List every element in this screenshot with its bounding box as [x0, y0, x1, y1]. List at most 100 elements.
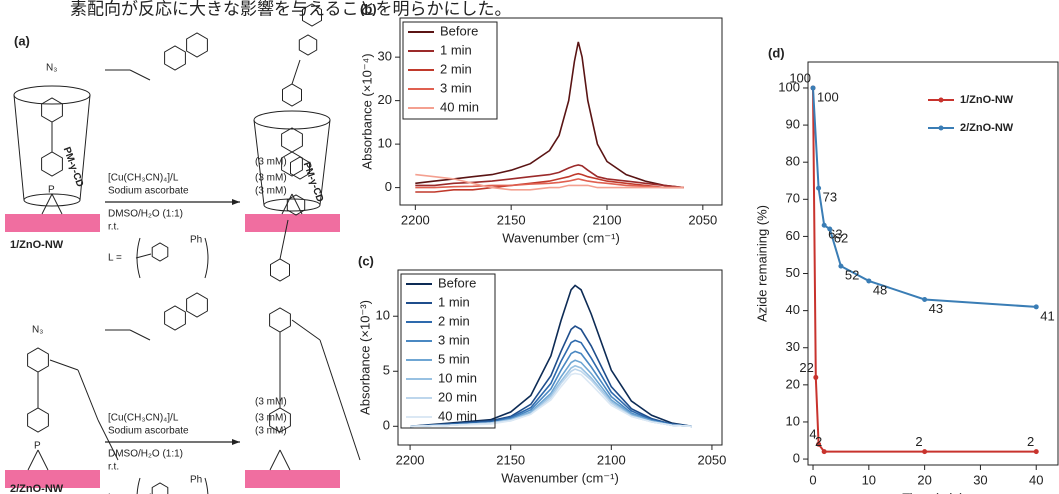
y-tick-label: 20 — [378, 92, 392, 107]
ring — [27, 407, 49, 433]
y-tick-label: 0 — [383, 418, 390, 433]
y-tick-label: 10 — [786, 413, 800, 428]
atom: N₃ — [46, 63, 57, 74]
y-tick-label: 20 — [786, 376, 800, 391]
condition-conc: (3 mM) — [255, 186, 287, 197]
y-axis-label: Absorbance (×10⁻³) — [357, 300, 372, 415]
condition-conc: (3 mM) — [255, 426, 287, 437]
y-tick-label: 30 — [378, 49, 392, 64]
ring — [27, 347, 49, 373]
legend-label: 3 min — [440, 80, 472, 95]
cyclodextrin-rim — [263, 198, 321, 212]
marker — [821, 222, 827, 228]
y-axis-label: Absorbance (×10⁻⁴) — [359, 53, 374, 169]
condition: Sodium ascorbate — [108, 186, 189, 197]
legend-marker — [938, 125, 944, 131]
data-label: 52 — [845, 268, 859, 283]
plot-frame — [807, 61, 1059, 466]
y-tick-label: 50 — [786, 265, 800, 280]
y-tick-label: 60 — [786, 228, 800, 243]
x-tick-label: 40 — [1029, 472, 1043, 487]
data-label: 73 — [823, 190, 837, 205]
atom: P — [48, 185, 55, 196]
ring — [41, 151, 63, 177]
ring — [164, 305, 186, 331]
cd-label: PM-γ-CD — [301, 161, 326, 204]
marker — [827, 226, 833, 232]
series-line — [415, 172, 684, 193]
series-line — [410, 372, 692, 428]
marker — [816, 441, 822, 447]
panel-label: (c) — [358, 253, 374, 268]
condition: [Cu(CH₃CN)₄]/L — [108, 413, 179, 424]
arrow-head — [232, 439, 240, 445]
y-tick-label: 40 — [786, 302, 800, 317]
reagent-conc: (3 mM) — [255, 397, 287, 408]
data-label: 62 — [834, 230, 848, 245]
series-line — [410, 339, 692, 428]
x-tick-label: 10 — [862, 472, 876, 487]
x-axis-label: Wavenumber (cm⁻¹) — [502, 230, 620, 245]
x-tick-label: 20 — [917, 472, 931, 487]
x-tick-label: 2050 — [697, 452, 726, 467]
bond — [77, 369, 99, 421]
legend-label: 10 min — [438, 370, 477, 385]
data-label: 100 — [789, 70, 811, 85]
surface — [5, 214, 100, 232]
bond — [51, 193, 63, 215]
series-line — [812, 87, 1037, 308]
series-line — [410, 284, 692, 428]
x-tick-label: 2100 — [593, 212, 622, 227]
series-line — [415, 178, 684, 189]
ring — [286, 194, 306, 216]
marker — [1033, 449, 1039, 455]
bracket — [136, 237, 209, 279]
legend-marker — [938, 97, 944, 103]
reagent-conc: (3 mM) — [255, 157, 287, 168]
surface — [245, 214, 340, 232]
ring — [151, 242, 169, 262]
marker — [1033, 304, 1039, 310]
y-tick-label: 5 — [383, 363, 390, 378]
atom: N₃ — [32, 325, 43, 336]
substrate-label: 1/ZnO-NW — [10, 239, 64, 251]
data-label: 2 — [1027, 434, 1034, 449]
y-tick-label: 100 — [778, 79, 800, 94]
surface — [5, 470, 100, 488]
data-label: 63 — [828, 227, 842, 242]
y-tick-label: 10 — [378, 136, 392, 151]
x-tick-label: 2150 — [497, 212, 526, 227]
bond — [291, 59, 301, 85]
ring — [41, 97, 63, 123]
legend-label: 1 min — [440, 42, 472, 57]
cyclodextrin-rim — [13, 85, 91, 105]
cyclodextrin — [13, 94, 91, 201]
atom: P — [34, 441, 41, 452]
x-axis-label: Time (min) — [902, 490, 964, 494]
cyclodextrin-rim — [23, 193, 81, 207]
legend-label: 2 min — [438, 313, 470, 328]
cd-label: PM-γ-CD — [61, 146, 86, 189]
panel-label: (d) — [768, 45, 785, 60]
data-label: 2 — [815, 434, 822, 449]
legend-label: 2/ZnO-NW — [960, 122, 1014, 134]
marker — [922, 296, 928, 302]
marker — [838, 263, 844, 269]
bond — [339, 399, 361, 461]
bond — [27, 449, 39, 471]
series-line — [812, 87, 1037, 453]
marker — [821, 449, 827, 455]
ligand: L = — [108, 493, 122, 494]
ring — [290, 156, 310, 180]
x-tick-label: 2200 — [401, 212, 430, 227]
ring — [298, 34, 318, 56]
bond — [319, 339, 341, 401]
ring — [151, 482, 169, 494]
bond — [49, 359, 79, 371]
legend-frame — [400, 273, 496, 429]
data-label: 4 — [809, 427, 816, 442]
series-line — [415, 164, 684, 189]
series-line — [415, 173, 684, 191]
bracket — [136, 477, 209, 494]
